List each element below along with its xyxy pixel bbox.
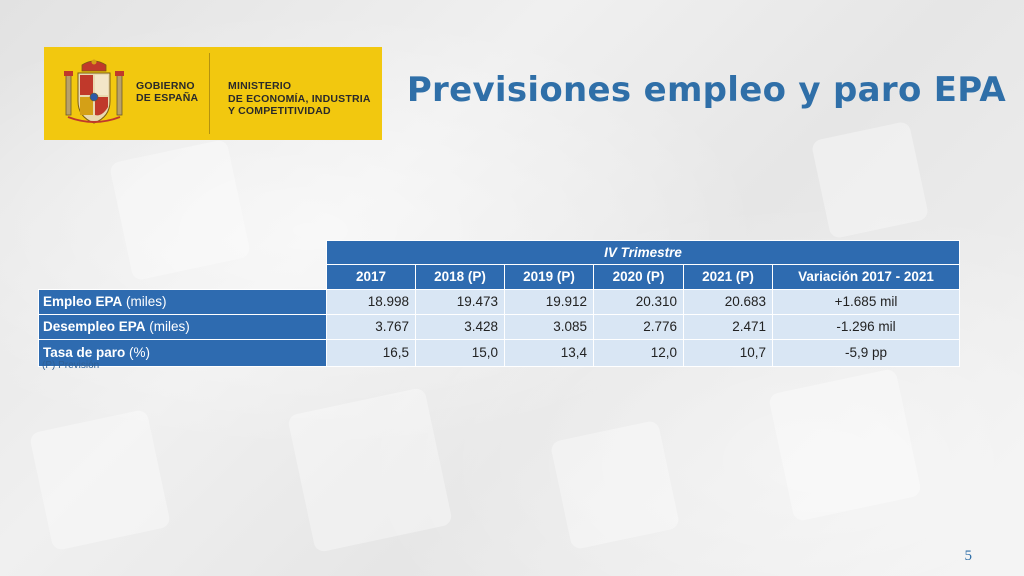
ministry-line: Y COMPETITIVIDAD — [228, 105, 331, 117]
column-header: 2020 (P) — [593, 264, 684, 290]
variation-cell: -1.296 mil — [772, 313, 960, 340]
table-corner — [39, 265, 327, 290]
table-cell: 10,7 — [683, 338, 773, 367]
column-header: 2018 (P) — [415, 264, 505, 290]
row-label-unit: (%) — [125, 345, 151, 360]
row-label-unit: (miles) — [145, 319, 190, 334]
table-row: Desempleo EPA (miles) 3.767 3.428 3.085 … — [38, 313, 960, 340]
background-tile — [286, 386, 454, 554]
table-corner — [39, 241, 327, 265]
forecast-table: IV Trimestre 2017 2018 (P) 2019 (P) 2020… — [38, 240, 960, 367]
table-cell: 2.471 — [683, 313, 773, 340]
background-tile — [810, 120, 930, 240]
variation-cell: +1.685 mil — [772, 288, 960, 315]
column-header: 2017 — [326, 264, 416, 290]
background-tile — [767, 367, 923, 523]
table-super-header: IV Trimestre — [326, 240, 960, 265]
table-cell: 19.912 — [504, 288, 594, 315]
table-cell: 20.683 — [683, 288, 773, 315]
table-cell: 16,5 — [326, 338, 416, 367]
government-name: GOBIERNO DE ESPAÑA — [136, 80, 198, 104]
table-cell: 12,0 — [593, 338, 684, 367]
table-row: Tasa de paro (%) 16,5 15,0 13,4 12,0 10,… — [38, 338, 960, 367]
table-cell: 3.085 — [504, 313, 594, 340]
slide-title: Previsiones empleo y paro EPA — [406, 70, 1006, 110]
table-cell: 19.473 — [415, 288, 505, 315]
ministry-name: MINISTERIO DE ECONOMÍA, INDUSTRIA Y COMP… — [228, 80, 371, 118]
row-label-bold: Desempleo EPA — [43, 319, 146, 334]
row-label-bold: Empleo EPA — [43, 294, 123, 309]
table-cell: 3.767 — [326, 313, 416, 340]
table-cell: 15,0 — [415, 338, 505, 367]
row-label: Empleo EPA (miles) — [38, 288, 327, 315]
page-number: 5 — [964, 548, 973, 564]
variation-cell: -5,9 pp — [772, 338, 960, 367]
table-cell: 18.998 — [326, 288, 416, 315]
table-cell: 2.776 — [593, 313, 684, 340]
row-label: Desempleo EPA (miles) — [38, 313, 327, 340]
table-cell: 13,4 — [504, 338, 594, 367]
coat-of-arms-icon — [64, 59, 124, 124]
government-logo: GOBIERNO DE ESPAÑA MINISTERIO DE ECONOMÍ… — [44, 47, 382, 140]
gov-line: DE ESPAÑA — [136, 92, 199, 104]
table-cell: 3.428 — [415, 313, 505, 340]
row-label-unit: (miles) — [122, 294, 167, 309]
row-label-bold: Tasa de paro — [43, 345, 126, 360]
row-label: Tasa de paro (%) — [38, 338, 327, 367]
gov-line: GOBIERNO — [136, 80, 195, 92]
ministry-line: MINISTERIO — [228, 80, 292, 92]
table-cell: 20.310 — [593, 288, 684, 315]
ministry-line: DE ECONOMÍA, INDUSTRIA — [228, 92, 371, 105]
logo-divider — [209, 53, 210, 134]
background-tile — [28, 408, 172, 552]
footnote: (P) Previsión — [42, 360, 100, 371]
table-row: Empleo EPA (miles) 18.998 19.473 19.912 … — [38, 288, 960, 315]
column-header: 2019 (P) — [504, 264, 594, 290]
column-header: Variación 2017 - 2021 — [772, 264, 960, 290]
column-header: 2021 (P) — [683, 264, 773, 290]
background-tile — [549, 419, 681, 551]
